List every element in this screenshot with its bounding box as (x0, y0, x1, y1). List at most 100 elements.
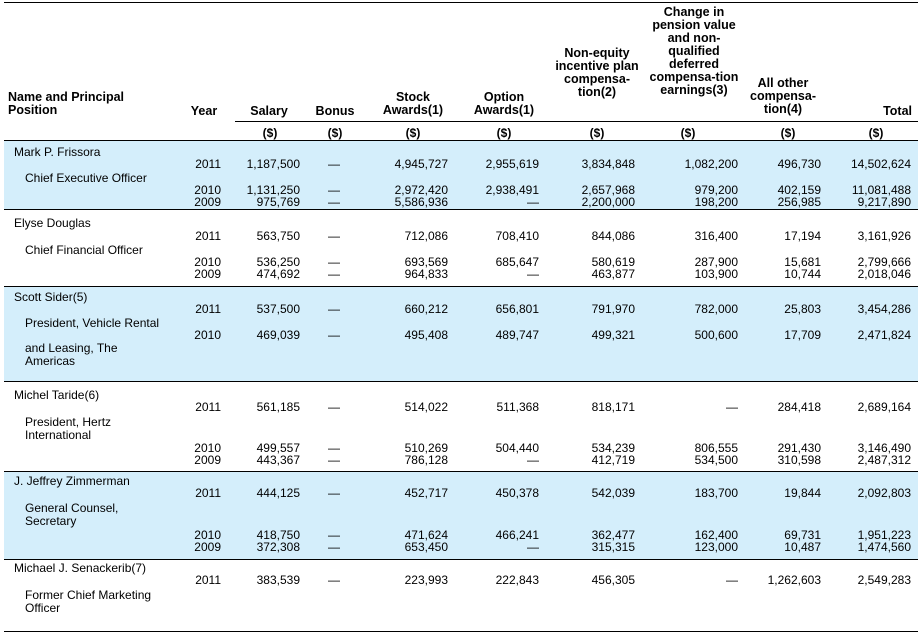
cell-option: — (527, 540, 539, 554)
cell-pension: — (726, 573, 738, 587)
cell-pension: 782,000 (694, 302, 738, 316)
cell-bonus: — (328, 441, 340, 455)
cell-pension: 316,400 (694, 229, 738, 243)
cell-bonus: — (328, 573, 340, 587)
cell-nonequity: 2,200,000 (581, 195, 635, 209)
cell-nonequity: 315,315 (591, 540, 635, 554)
cell-total: 14,502,624 (850, 157, 911, 171)
cell-other: 1,262,603 (767, 573, 821, 587)
cell-bonus: — (328, 453, 340, 467)
cell-pension: 500,600 (694, 328, 738, 342)
cell-salary: 536,250 (256, 255, 300, 269)
cell-total: 1,474,560 (857, 540, 911, 554)
cell-stock: 495,408 (404, 328, 448, 342)
cell-nonequity: 844,086 (591, 229, 635, 243)
cell-pension: 183,700 (694, 486, 738, 500)
cell-nonequity: 362,477 (591, 528, 635, 542)
exec-name: J. Jeffrey Zimmerman (14, 474, 130, 488)
cell-bonus: — (328, 229, 340, 243)
exec-name: Michel Taride(6) (14, 388, 100, 402)
cell-bonus: — (328, 183, 340, 197)
header-salary: Salary (250, 104, 288, 118)
exec-name: Scott Sider(5) (14, 290, 88, 304)
bottom-rule (4, 631, 918, 632)
header-bonus: Bonus (315, 104, 355, 118)
cell-year: 2009 (194, 540, 221, 554)
cell-stock: 2,972,420 (394, 183, 448, 197)
header-year: Year (190, 104, 218, 118)
unit-total: ($) (868, 126, 884, 140)
cell-year: 2011 (195, 302, 221, 316)
cell-stock: 653,450 (404, 540, 448, 554)
cell-option: 2,938,491 (485, 183, 539, 197)
unit-other: ($) (780, 126, 796, 140)
unit-nonequity: ($) (589, 126, 605, 140)
cell-pension: 198,200 (694, 195, 738, 209)
cell-year: 2010 (194, 183, 221, 197)
cell-other: 17,194 (784, 229, 821, 243)
cell-stock: 786,128 (404, 453, 448, 467)
cell-pension: 979,200 (694, 183, 738, 197)
cell-stock: 693,569 (404, 255, 448, 269)
cell-bonus: — (328, 540, 340, 554)
exec-name: Mark P. Frissora (14, 145, 101, 159)
exec-title: Former Chief Marketing Officer (25, 588, 152, 615)
cell-stock: 514,022 (404, 400, 448, 414)
cell-total: 3,146,490 (857, 441, 911, 455)
cell-nonequity: 534,239 (591, 441, 635, 455)
cell-option: 685,647 (495, 255, 539, 269)
cell-bonus: — (328, 528, 340, 542)
cell-year: 2010 (194, 441, 221, 455)
cell-option: 656,801 (495, 302, 539, 316)
cell-salary: 537,500 (256, 302, 300, 316)
cell-pension: 534,500 (694, 453, 738, 467)
cell-other: 402,159 (777, 183, 821, 197)
cell-salary: 383,539 (256, 573, 300, 587)
cell-stock: 660,212 (404, 302, 448, 316)
cell-total: 2,549,283 (857, 573, 911, 587)
cell-option: 511,368 (496, 400, 540, 414)
cell-pension: 162,400 (694, 528, 738, 542)
unit-bonus: ($) (327, 126, 343, 140)
cell-other: 496,730 (777, 157, 821, 171)
cell-option: — (527, 453, 539, 467)
header-total: Total (883, 104, 912, 118)
cell-nonequity: 463,877 (591, 267, 635, 281)
cell-other: 17,709 (784, 328, 821, 342)
cell-salary: 1,131,250 (246, 183, 300, 197)
cell-year: 2010 (194, 528, 221, 542)
cell-nonequity: 791,970 (591, 302, 635, 316)
cell-salary: 418,750 (256, 528, 300, 542)
exec-title: Chief Financial Officer (25, 243, 143, 257)
exec-title: President, Hertz International (25, 415, 112, 442)
cell-bonus: — (328, 486, 340, 500)
cell-nonequity: 499,321 (591, 328, 635, 342)
header-stock: Stock Awards(1) (382, 90, 444, 117)
cell-other: 69,731 (784, 528, 821, 542)
unit-stock: ($) (405, 126, 421, 140)
cell-bonus: — (328, 400, 340, 414)
row-separator (4, 471, 918, 472)
cell-stock: 452,717 (404, 486, 448, 500)
cell-stock: 223,993 (404, 573, 448, 587)
cell-option: 2,955,619 (485, 157, 539, 171)
unit-pension: ($) (680, 126, 696, 140)
cell-option: — (527, 267, 539, 281)
cell-pension: 123,000 (694, 540, 738, 554)
cell-total: 2,689,164 (857, 400, 911, 414)
exec-title: President, Vehicle Rental (25, 316, 160, 330)
cell-stock: 471,624 (404, 528, 448, 542)
cell-year: 2010 (194, 328, 221, 342)
cell-nonequity: 2,657,968 (581, 183, 635, 197)
cell-option: — (527, 195, 539, 209)
cell-total: 1,951,223 (857, 528, 911, 542)
cell-option: 504,440 (495, 441, 539, 455)
header-other: All other compensa-tion(4) (750, 76, 816, 116)
top-rule (4, 2, 918, 3)
exec-title: Chief Executive Officer (25, 171, 147, 185)
row-separator (4, 286, 918, 287)
cell-pension: 287,900 (694, 255, 738, 269)
cell-salary: 499,557 (256, 441, 300, 455)
cell-salary: 561,185 (256, 400, 300, 414)
